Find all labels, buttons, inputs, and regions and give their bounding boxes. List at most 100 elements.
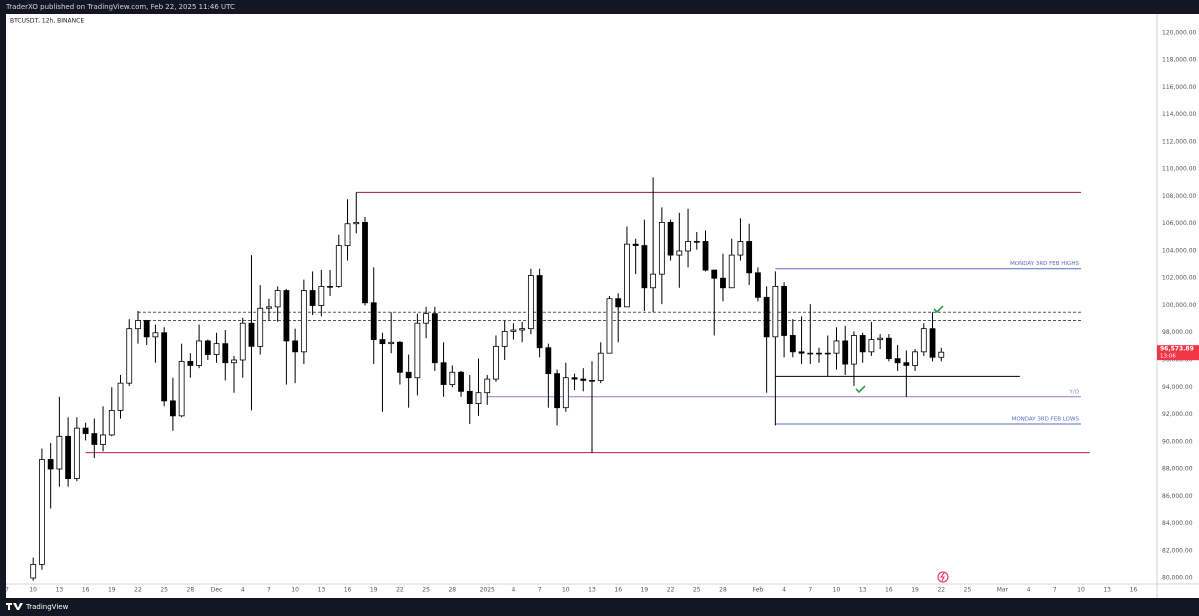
x-tick-label: 16 — [82, 587, 90, 594]
candle-body — [222, 343, 229, 364]
y-tick-label: 110,000.00 — [1162, 166, 1197, 173]
x-tick-label: 19 — [370, 587, 378, 594]
candle-body — [397, 341, 403, 373]
candle-body — [466, 390, 473, 405]
candle-body — [458, 371, 464, 392]
candle-body — [920, 328, 927, 353]
candle-body — [126, 328, 133, 384]
candle-body — [449, 371, 456, 385]
candle-body — [283, 290, 290, 342]
candle-body — [676, 250, 683, 256]
level-label: MONDAY 3RD FEB HIGHS — [1010, 261, 1079, 267]
candle-body — [135, 320, 141, 330]
candle-body — [763, 296, 770, 338]
candle-body — [527, 275, 534, 330]
footer-brand: TradingView — [25, 603, 69, 611]
candle-body — [292, 340, 299, 353]
y-tick-label: 104,000.00 — [1162, 247, 1197, 254]
x-tick-label: 25 — [964, 587, 972, 594]
symbol-label: BTCUSDT, 12h, BINANCE — [10, 18, 84, 25]
candle-body — [187, 360, 194, 366]
candle-body — [868, 339, 875, 353]
candle-body — [484, 378, 491, 394]
candle-body — [554, 373, 560, 409]
candle-body — [606, 298, 613, 354]
x-tick-label: 4 — [241, 587, 245, 594]
candle-body — [824, 352, 831, 355]
y-tick-label: 84,000.00 — [1162, 520, 1193, 527]
level-label: Y/O — [1068, 389, 1079, 395]
candle-body — [545, 347, 552, 375]
x-tick-label: 16 — [885, 587, 893, 594]
candle-body — [388, 341, 395, 345]
x-tick-label: 13 — [588, 587, 596, 594]
event-icon[interactable] — [937, 571, 949, 583]
candle-body — [693, 241, 700, 243]
x-tick-label: 19 — [641, 587, 649, 594]
x-tick-label: 10 — [562, 587, 570, 594]
candle-body — [309, 290, 316, 306]
y-tick-label: 106,000.00 — [1162, 220, 1197, 227]
y-tick-label: 80,000.00 — [1162, 575, 1193, 582]
candle-body — [781, 286, 787, 336]
candle-body — [501, 330, 508, 347]
candle-body — [204, 340, 211, 355]
y-tick-label: 90,000.00 — [1162, 438, 1193, 445]
candle-body — [929, 328, 936, 358]
chart-area — [6, 14, 1199, 598]
candle-body — [335, 245, 342, 287]
candle-body — [318, 286, 325, 306]
candle-body — [440, 362, 447, 385]
x-tick-label: 13 — [56, 587, 64, 594]
level-label: MONDAY 3RD FEB LOWS — [1012, 417, 1080, 423]
candle-body — [702, 241, 709, 271]
x-tick-label: 25 — [160, 587, 168, 594]
candle-body — [257, 307, 264, 347]
x-tick-label: 7 — [1053, 587, 1057, 594]
x-tick-label: 28 — [187, 587, 195, 594]
candle-body — [885, 337, 892, 360]
last-price-box — [1157, 345, 1199, 361]
candle-body — [519, 328, 526, 331]
x-tick-label: 19 — [911, 587, 919, 594]
y-tick-label: 114,000.00 — [1162, 111, 1197, 118]
x-tick-label: 16 — [344, 587, 352, 594]
candle-body — [833, 340, 840, 354]
y-tick-label: 86,000.00 — [1162, 493, 1193, 500]
candle-body — [685, 241, 691, 252]
candle-body — [807, 352, 814, 355]
candle-body — [327, 286, 333, 288]
candle-body — [798, 351, 805, 354]
y-tick-label: 112,000.00 — [1162, 138, 1197, 145]
candle-body — [91, 433, 98, 445]
x-tick-label: 7 — [808, 587, 812, 594]
candle-body — [737, 241, 744, 256]
y-tick-label: 118,000.00 — [1162, 57, 1197, 64]
candle-body — [178, 360, 185, 417]
candle-body — [720, 277, 726, 289]
y-tick-label: 82,000.00 — [1162, 547, 1193, 554]
y-tick-label: 120,000.00 — [1162, 29, 1197, 36]
x-tick-label: 10 — [291, 587, 299, 594]
y-tick-label: 88,000.00 — [1162, 466, 1193, 473]
candle-body — [56, 435, 63, 470]
candle-body — [239, 322, 246, 361]
check-mark — [933, 305, 944, 314]
candle-body — [877, 337, 884, 340]
candle-body — [658, 221, 665, 275]
candle-body — [213, 343, 220, 355]
candle-body — [912, 351, 918, 366]
x-tick-label: 13 — [1103, 587, 1111, 594]
candle-body — [196, 340, 202, 366]
candle-body — [108, 410, 115, 436]
candle-body — [851, 335, 857, 365]
x-tick-label: 28 — [719, 587, 727, 594]
x-tick-label: 4 — [512, 587, 516, 594]
x-tick-label: 13 — [859, 587, 867, 594]
candle-body — [597, 352, 604, 381]
candle-body — [100, 434, 106, 445]
candle-body — [536, 275, 543, 349]
y-tick-label: 102,000.00 — [1162, 275, 1197, 282]
x-tick-label: 7 — [5, 587, 9, 594]
